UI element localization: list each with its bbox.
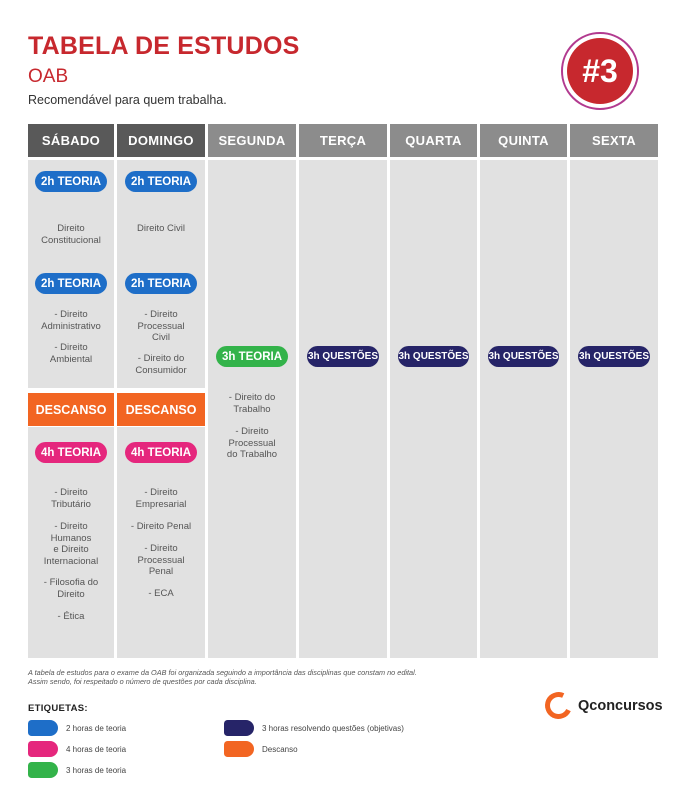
saturday-block3-subject-4: - Ética bbox=[57, 611, 85, 622]
saturday-block2-label: 2h TEORIA bbox=[35, 273, 107, 294]
legend-swatch-pink bbox=[28, 741, 58, 757]
monday-subject-2: - Direito Processual do Trabalho bbox=[226, 426, 278, 460]
legend-label: 4 horas de teoria bbox=[66, 744, 127, 754]
saturday-block3-label: 4h TEORIA bbox=[35, 442, 107, 463]
legend-swatch-navy bbox=[224, 720, 254, 736]
sunday-rest-label: DESCANSO bbox=[117, 393, 205, 426]
day-header-tuesday: TERÇA bbox=[299, 124, 387, 157]
legend-title: ETIQUETAS: bbox=[28, 703, 88, 714]
day-header-friday: SEXTA bbox=[570, 124, 658, 157]
sunday-block3-subject-2: - Direito Penal bbox=[130, 521, 192, 532]
sunday-block3-label: 4h TEORIA bbox=[125, 442, 197, 463]
legend-label: 2 horas de teoria bbox=[66, 723, 127, 733]
sunday-block3-subject-4: - ECA bbox=[148, 588, 174, 599]
footnote-line-1: A tabela de estudos para o exame da OAB … bbox=[28, 668, 417, 677]
number-badge: #3 bbox=[561, 32, 639, 110]
saturday-rest-label: DESCANSO bbox=[28, 393, 114, 426]
saturday-cell-bottom bbox=[28, 427, 114, 658]
sunday-block2-subject-2: - Direito do Consumidor bbox=[135, 353, 187, 376]
legend-swatch-orange bbox=[224, 741, 254, 757]
saturday-block1-subject-1: Direito Constitucional bbox=[41, 223, 101, 246]
legend-item: 3 horas de teoria bbox=[28, 762, 126, 778]
saturday-block3-subject-3: - Filosofia do Direito bbox=[43, 577, 99, 600]
page-title: TABELA DE ESTUDOS bbox=[28, 32, 300, 60]
legend-swatch-green bbox=[28, 762, 58, 778]
legend-item: 4 horas de teoria bbox=[28, 741, 126, 757]
sunday-block1-label: 2h TEORIA bbox=[125, 171, 197, 192]
day-header-sunday: DOMINGO bbox=[117, 124, 205, 157]
tuesday-label: 3h QUESTÕES bbox=[307, 346, 379, 367]
brand-logo: Qconcursos bbox=[541, 688, 663, 723]
tuesday-cell bbox=[299, 160, 387, 658]
legend-label: 3 horas resolvendo questões (objetivas) bbox=[262, 723, 404, 733]
legend-label: Descanso bbox=[262, 744, 298, 754]
saturday-block1-label: 2h TEORIA bbox=[35, 171, 107, 192]
saturday-block3-subject-2: - Direito Humanos e Direito Internaciona… bbox=[43, 521, 99, 567]
brand-name: Qconcursos bbox=[578, 697, 663, 714]
qconcursos-logo-icon bbox=[541, 688, 576, 723]
saturday-block3-subject-1: - Direito Tributário bbox=[51, 487, 91, 510]
day-header-thursday: QUINTA bbox=[480, 124, 567, 157]
monday-label: 3h TEORIA bbox=[216, 346, 288, 367]
footnote-line-2: Assim sendo, foi respeitado o número de … bbox=[28, 677, 257, 686]
legend-label: 3 horas de teoria bbox=[66, 765, 127, 775]
footnote: A tabela de estudos para o exame da OAB … bbox=[28, 668, 417, 686]
monday-cell bbox=[208, 160, 296, 658]
friday-cell bbox=[570, 160, 658, 658]
legend-item: Descanso bbox=[224, 741, 298, 757]
thursday-cell bbox=[480, 160, 567, 658]
legend-item: 3 horas resolvendo questões (objetivas) bbox=[224, 720, 404, 736]
thursday-label: 3h QUESTÕES bbox=[488, 346, 559, 367]
wednesday-label: 3h QUESTÕES bbox=[398, 346, 469, 367]
saturday-block2-subject-1: - Direito Administrativo bbox=[41, 309, 101, 332]
number-badge-label: #3 bbox=[567, 38, 633, 104]
page-description: Recomendável para quem trabalha. bbox=[28, 93, 227, 107]
legend-swatch-blue bbox=[28, 720, 58, 736]
sunday-block2-subject-1: - Direito Processual Civil bbox=[137, 309, 185, 343]
legend-item: 2 horas de teoria bbox=[28, 720, 126, 736]
day-header-wednesday: QUARTA bbox=[390, 124, 477, 157]
sunday-block2-label: 2h TEORIA bbox=[125, 273, 197, 294]
monday-subject-1: - Direito do Trabalho bbox=[228, 392, 276, 415]
wednesday-cell bbox=[390, 160, 477, 658]
day-header-monday: SEGUNDA bbox=[208, 124, 296, 157]
day-header-saturday: SÁBADO bbox=[28, 124, 114, 157]
sunday-block1-subject-1: Direito Civil bbox=[136, 223, 186, 234]
sunday-block3-subject-3: - Direito Processual Penal bbox=[137, 543, 185, 577]
page-subtitle: OAB bbox=[28, 66, 69, 87]
saturday-block2-subject-2: - Direito Ambiental bbox=[49, 342, 93, 365]
sunday-block3-subject-1: - Direito Empresarial bbox=[135, 487, 187, 510]
friday-label: 3h QUESTÕES bbox=[578, 346, 650, 367]
sunday-cell-bottom bbox=[117, 427, 205, 658]
